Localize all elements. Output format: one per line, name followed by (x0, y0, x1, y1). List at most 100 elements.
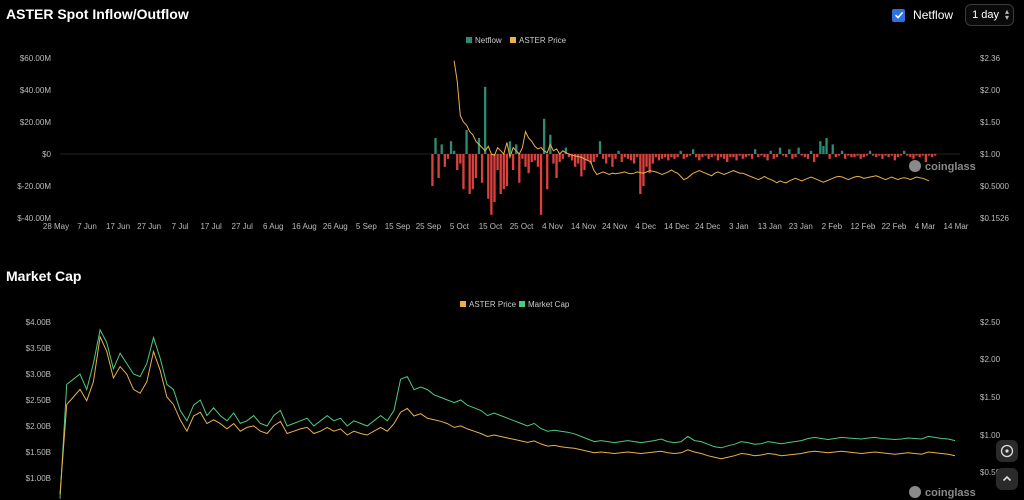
check-icon (894, 11, 903, 19)
x-tick: 25 Sep (416, 222, 442, 231)
coinglass-logo-icon (909, 486, 921, 498)
netflow-bar (620, 154, 623, 162)
netflow-bar (871, 154, 875, 156)
netflow-bar (695, 154, 698, 158)
netflow-bar (462, 154, 465, 190)
y-tick-right: $1.00 (980, 150, 1001, 159)
netflow-bar (667, 154, 670, 161)
netflow-bar (502, 154, 505, 190)
netflow-bar (844, 154, 847, 159)
interval-select-value: 1 day (972, 9, 999, 21)
y-tick-left: $40.00M (20, 86, 51, 95)
y-tick-left: $1.50B (26, 448, 51, 457)
coinglass-logo-icon (909, 160, 921, 172)
updown-chevron-icon: ▴ ▾ (1004, 7, 1009, 22)
market-cap-chart-title: Market Cap (6, 268, 82, 284)
netflow-bar (648, 154, 651, 174)
netflow-bar (611, 154, 614, 167)
netflow-bar (536, 154, 540, 167)
netflow-bar (589, 154, 592, 164)
y-tick-right: $2.36 (980, 54, 1001, 63)
netflow-bar (465, 130, 468, 154)
netflow-bar (688, 154, 692, 156)
x-tick: 26 Aug (323, 222, 348, 231)
netflow-bar (719, 154, 723, 158)
netflow-bar (639, 154, 642, 194)
netflow-bar (446, 154, 450, 159)
netflow-bar (676, 154, 679, 158)
netflow-bar (816, 154, 819, 158)
flow-chart: Netflow ASTER Price $60.00M $40.00M $20.00M $… (17, 36, 1009, 231)
netflow-bar (788, 149, 791, 154)
netflow-bar (772, 154, 775, 159)
netflow-bar (605, 154, 608, 164)
netflow-bar (629, 154, 633, 161)
netflow-bar (775, 154, 779, 158)
netflow-bar (707, 154, 710, 159)
netflow-bar (623, 154, 626, 158)
x-tick: 27 Jun (137, 222, 161, 231)
x-tick: 24 Nov (602, 222, 627, 231)
netflow-bar (564, 147, 568, 154)
x-tick: 4 Mar (915, 222, 936, 231)
netflow-bar (567, 154, 571, 158)
netflow-bar (434, 138, 437, 154)
netflow-bar (685, 154, 689, 158)
netflow-bar (583, 154, 586, 170)
legend-swatch-price (460, 301, 466, 307)
y-tick-right: $2.00 (980, 355, 1001, 364)
x-tick: 7 Jul (172, 222, 189, 231)
scroll-top-button[interactable] (996, 468, 1018, 490)
netflow-bar (735, 154, 738, 161)
netflow-bar (574, 154, 577, 167)
netflow-bar (511, 154, 515, 170)
netflow-bar (437, 154, 440, 178)
y-tick-right: $2.00 (980, 86, 1001, 95)
x-tick: 15 Oct (479, 222, 503, 231)
x-tick: 16 Aug (292, 222, 317, 231)
netflow-bar (856, 154, 859, 156)
netflow-bar (459, 154, 462, 164)
help-button[interactable] (996, 440, 1018, 462)
y-tick-right: $0.5000 (980, 182, 1009, 191)
netflow-bar (533, 154, 536, 161)
netflow-bar (651, 154, 654, 164)
netflow-bar (918, 154, 921, 158)
watermark: coinglass (925, 487, 976, 499)
x-tick: 15 Sep (385, 222, 411, 231)
netflow-bar (754, 149, 757, 154)
x-tick: 4 Nov (542, 222, 563, 231)
netflow-bar (884, 154, 887, 156)
netflow-bar (518, 154, 521, 183)
x-tick: 23 Jan (789, 222, 813, 231)
x-tick: 27 Jul (232, 222, 254, 231)
netflow-bar (598, 141, 602, 154)
netflow-bar (716, 154, 720, 161)
netflow-bar (515, 144, 518, 154)
netflow-bar (645, 154, 648, 167)
netflow-bar (890, 154, 893, 156)
netflow-bar (626, 154, 630, 159)
netflow-bar (521, 154, 524, 159)
market-cap-chart: ASTER Price Market Cap $4.00B $3.50B $3.00B $… (26, 300, 1001, 499)
netflow-bar (558, 154, 561, 162)
y-tick-left: $-40.00M (17, 214, 51, 223)
netflow-bar (474, 154, 478, 178)
y-tick-right: $0.50 (980, 468, 1001, 477)
netflow-bar (493, 154, 496, 202)
netflow-bar (822, 146, 825, 154)
price-line (59, 335, 956, 495)
netflow-bar (791, 154, 794, 159)
y-tick-left: $3.50B (26, 344, 51, 353)
netflow-bar (679, 150, 682, 154)
y-tick-left: $2.00B (26, 422, 51, 431)
netflow-checkbox-label[interactable]: Netflow (913, 8, 954, 22)
netflow-checkbox[interactable] (892, 8, 906, 22)
interval-select[interactable]: 1 day ▴ ▾ (965, 4, 1014, 26)
y-tick-right: $0.1526 (980, 214, 1009, 223)
netflow-bar (803, 154, 806, 158)
x-tick: 28 May (43, 222, 69, 231)
netflow-bar (896, 154, 900, 158)
netflow-bar (757, 154, 760, 158)
x-tick: 22 Feb (881, 222, 906, 231)
